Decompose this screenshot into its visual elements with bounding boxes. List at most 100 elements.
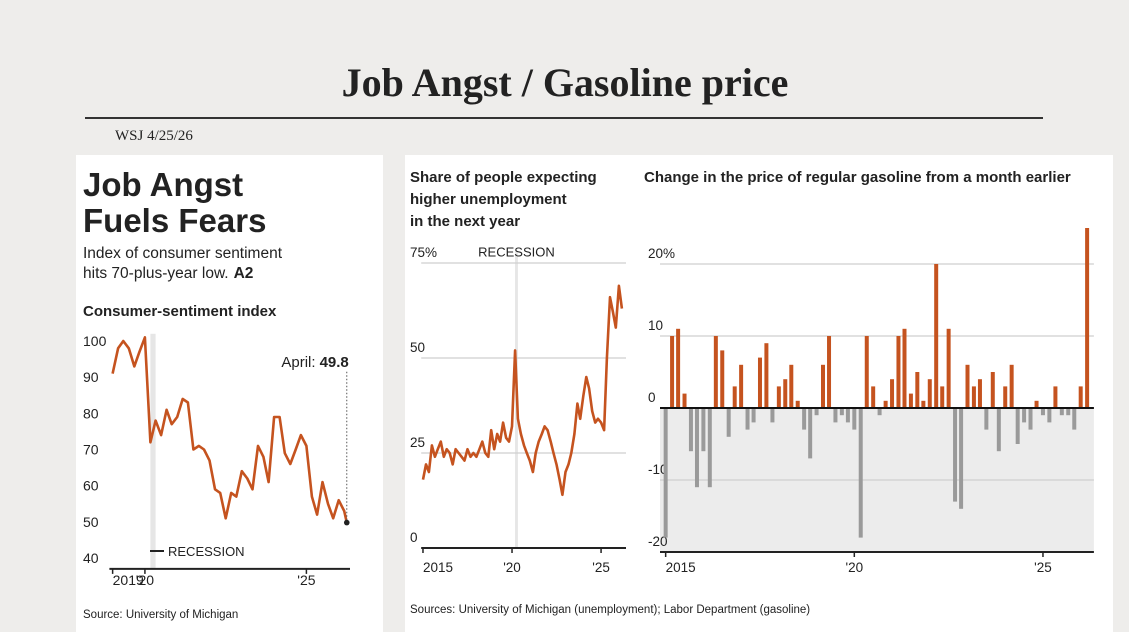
x-tick-label: '25 xyxy=(592,560,610,575)
x-tick-label: '20 xyxy=(136,572,154,588)
bar xyxy=(1078,386,1083,408)
deck: Index of consumer sentiment xyxy=(83,245,283,262)
x-tick-label: 2019 xyxy=(113,572,144,588)
bar xyxy=(701,408,706,452)
chart-title: Share of people expecting xyxy=(410,169,597,186)
bar xyxy=(896,336,901,408)
x-tick-label: '20 xyxy=(846,560,864,575)
bar xyxy=(858,408,863,538)
deck: hits 70-plus-year low. xyxy=(83,265,229,282)
bar xyxy=(808,408,813,459)
bar xyxy=(946,328,951,408)
bar xyxy=(726,408,731,437)
bar xyxy=(852,408,857,430)
bar xyxy=(764,343,769,408)
annotation-label: April: xyxy=(281,354,315,371)
bar xyxy=(883,400,888,408)
bar xyxy=(965,364,970,408)
bar xyxy=(1066,408,1071,416)
bar xyxy=(1009,364,1014,408)
bar xyxy=(757,357,762,408)
bar xyxy=(707,408,712,488)
y-tick-label: 60 xyxy=(83,478,99,494)
bar xyxy=(921,400,926,408)
bar xyxy=(663,408,668,538)
bar xyxy=(1040,408,1045,416)
bar xyxy=(783,379,788,408)
bar xyxy=(1003,386,1008,408)
bar xyxy=(984,408,989,430)
y-tick-label: 70 xyxy=(83,442,99,458)
bar xyxy=(927,379,932,408)
bar xyxy=(864,336,869,408)
bar xyxy=(1028,408,1033,430)
bar xyxy=(732,386,737,408)
y-tick-label: -20 xyxy=(648,534,668,549)
bar xyxy=(1015,408,1020,444)
bar xyxy=(877,408,882,416)
y-tick-label: 40 xyxy=(83,550,99,566)
x-tick-label: 2015 xyxy=(666,560,696,575)
bar xyxy=(770,408,775,423)
y-tick-label: 80 xyxy=(83,405,99,421)
bar xyxy=(676,328,681,408)
bar xyxy=(789,364,794,408)
y-tick-label: 25 xyxy=(410,435,425,450)
bar xyxy=(802,408,807,430)
bar xyxy=(990,372,995,408)
bar xyxy=(915,372,920,408)
annotation: April: 49.8 xyxy=(281,354,348,371)
recession-band xyxy=(150,333,156,569)
bar xyxy=(1022,408,1027,423)
bar xyxy=(839,408,844,416)
bar xyxy=(682,393,687,408)
bar xyxy=(820,364,825,408)
bar xyxy=(739,364,744,408)
chart-title: Consumer-sentiment index xyxy=(83,303,277,320)
y-tick-label: 75% xyxy=(410,245,437,260)
chart-title: in the next year xyxy=(410,213,520,230)
bar xyxy=(720,350,725,408)
deck-ref: A2 xyxy=(234,265,254,282)
bar xyxy=(776,386,781,408)
bar xyxy=(1053,386,1058,408)
bar xyxy=(908,393,913,408)
bar xyxy=(694,408,699,488)
x-tick-label: 2015 xyxy=(423,560,453,575)
bar xyxy=(795,400,800,408)
headline: Job Angst xyxy=(83,166,243,203)
x-tick-label: '25 xyxy=(1034,560,1052,575)
y-tick-label: 20% xyxy=(648,246,675,261)
bar xyxy=(1072,408,1077,430)
bar xyxy=(814,408,819,416)
x-tick-label: '25 xyxy=(297,572,315,588)
bar xyxy=(959,408,964,509)
bar xyxy=(971,386,976,408)
recession-label: RECESSION xyxy=(478,245,555,260)
y-tick-label: 50 xyxy=(83,514,99,530)
bar xyxy=(977,379,982,408)
source-note: WSJ 4/25/26 xyxy=(115,128,193,144)
bar xyxy=(833,408,838,423)
bar xyxy=(953,408,958,502)
bar xyxy=(1085,228,1090,408)
chart-title: higher unemployment xyxy=(410,191,567,208)
y-tick-label: 0 xyxy=(410,530,418,545)
source: Sources: University of Michigan (unemplo… xyxy=(410,604,810,616)
bar xyxy=(670,336,675,408)
bar xyxy=(713,336,718,408)
y-tick-label: 10 xyxy=(648,318,663,333)
left-panel xyxy=(76,155,383,632)
bar xyxy=(940,386,945,408)
bar xyxy=(902,328,907,408)
legend-label: RECESSION xyxy=(168,544,245,559)
bar xyxy=(1034,400,1039,408)
bar xyxy=(996,408,1001,452)
line xyxy=(421,284,624,497)
deck: hits 70-plus-year low. A2 xyxy=(83,265,253,282)
end-point xyxy=(343,519,350,526)
chart-title: Change in the price of regular gasoline … xyxy=(644,169,1071,186)
annotation-value: 49.8 xyxy=(320,354,349,371)
